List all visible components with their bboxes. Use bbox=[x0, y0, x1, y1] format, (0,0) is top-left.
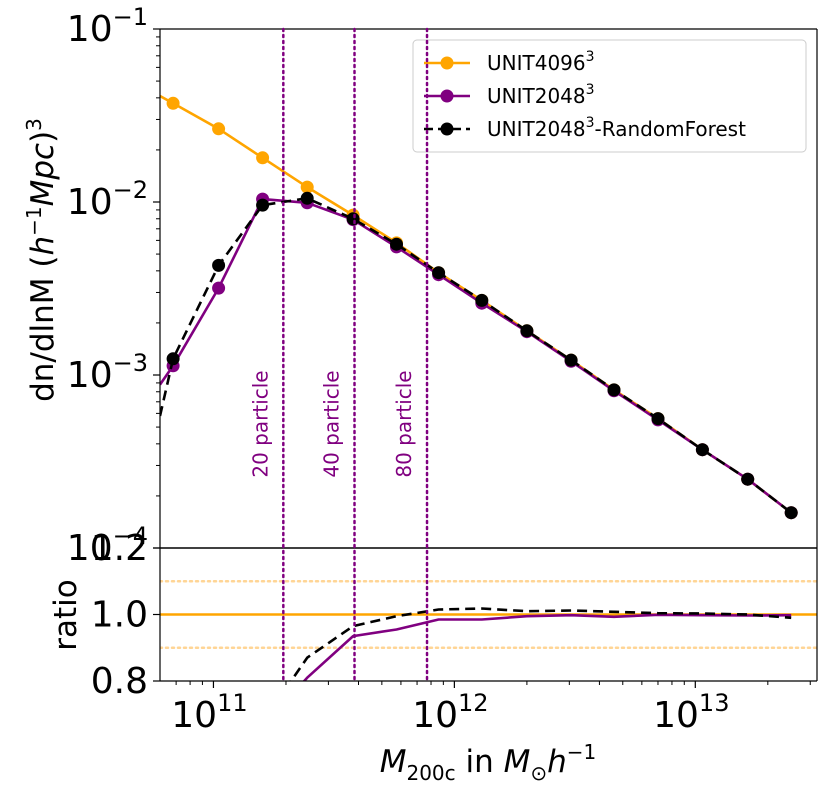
series-3-point-13 bbox=[695, 443, 709, 457]
ratio-line-1 bbox=[302, 613, 792, 681]
top-y-tick-label-2: 10−3 bbox=[67, 349, 148, 396]
legend-frame bbox=[412, 39, 807, 153]
ratio-y-axis-label: ratio bbox=[48, 579, 84, 650]
series-3-point-12 bbox=[651, 412, 665, 426]
series-3-point-9 bbox=[520, 324, 534, 338]
ratio-y-tick-label-0: 0.8 bbox=[91, 661, 148, 702]
series-3-point-6 bbox=[390, 237, 403, 251]
series-3-point-11 bbox=[607, 383, 621, 397]
series-3-point-3 bbox=[256, 198, 270, 212]
series-3-point-8 bbox=[475, 293, 489, 307]
axes-frames bbox=[159, 28, 818, 682]
series-3-point-15 bbox=[784, 506, 798, 520]
legend-label-randomforest: UNIT20483-RandomForest bbox=[487, 115, 746, 141]
series-3-point-1 bbox=[166, 352, 180, 366]
series-3-point-7 bbox=[432, 266, 446, 280]
series-1-point-3 bbox=[256, 151, 270, 165]
legend-marker-unit2048 bbox=[440, 89, 454, 103]
legend-label-unit2048: UNIT20483 bbox=[487, 82, 595, 108]
series-3-point-10 bbox=[564, 353, 578, 367]
series-3-point-4 bbox=[300, 191, 314, 205]
series-3-point-2 bbox=[212, 258, 226, 272]
ratio-y-ticks: 0.8 1.0 1.2 bbox=[91, 528, 160, 702]
legend-marker-unit4096 bbox=[440, 56, 454, 70]
top-panel bbox=[160, 94, 798, 520]
legend: UNIT40963 UNIT20483 UNIT20483-RandomFore… bbox=[412, 39, 807, 153]
top-y-tick-label-1: 10−2 bbox=[67, 176, 148, 223]
ratio-y-tick-label-2: 1.2 bbox=[91, 528, 148, 569]
legend-label-unit4096: UNIT40963 bbox=[487, 49, 595, 75]
x-tick-label-1: 1012 bbox=[412, 689, 488, 736]
x-tick-label-2: 1013 bbox=[653, 689, 729, 736]
series-1-point-1 bbox=[166, 96, 180, 110]
particle-limit-label-2: 40 particle bbox=[320, 370, 344, 477]
series-3-point-5 bbox=[346, 212, 360, 226]
ratio-panel bbox=[160, 580, 817, 681]
top-y-tick-label-3: 10−4 bbox=[67, 522, 148, 569]
series-1-point-2 bbox=[212, 122, 226, 136]
x-ticks: 1011 1012 1013 bbox=[171, 681, 811, 736]
top-y-axis-label: dn/dlnM (h−1Mpc)3 bbox=[22, 118, 61, 402]
series-3-point-14 bbox=[741, 472, 755, 486]
series-2-point-2 bbox=[212, 281, 226, 295]
ratio-y-tick-label-1: 1.0 bbox=[91, 595, 148, 636]
top-y-tick-label-0: 10−1 bbox=[67, 3, 148, 50]
series-1-point-4 bbox=[300, 180, 314, 194]
series-line-3 bbox=[160, 197, 792, 514]
x-tick-label-0: 1011 bbox=[171, 689, 247, 736]
x-axis-label: M200c in M⊙h−1 bbox=[380, 740, 597, 785]
ratio-line-2 bbox=[289, 607, 792, 681]
particle-limit-label-1: 20 particle bbox=[248, 370, 272, 477]
particle-limit-label-3: 80 particle bbox=[392, 370, 416, 477]
top-y-ticks: 10−1 10−2 10−3 10−4 bbox=[67, 3, 160, 569]
legend-marker-randomforest bbox=[440, 122, 454, 136]
